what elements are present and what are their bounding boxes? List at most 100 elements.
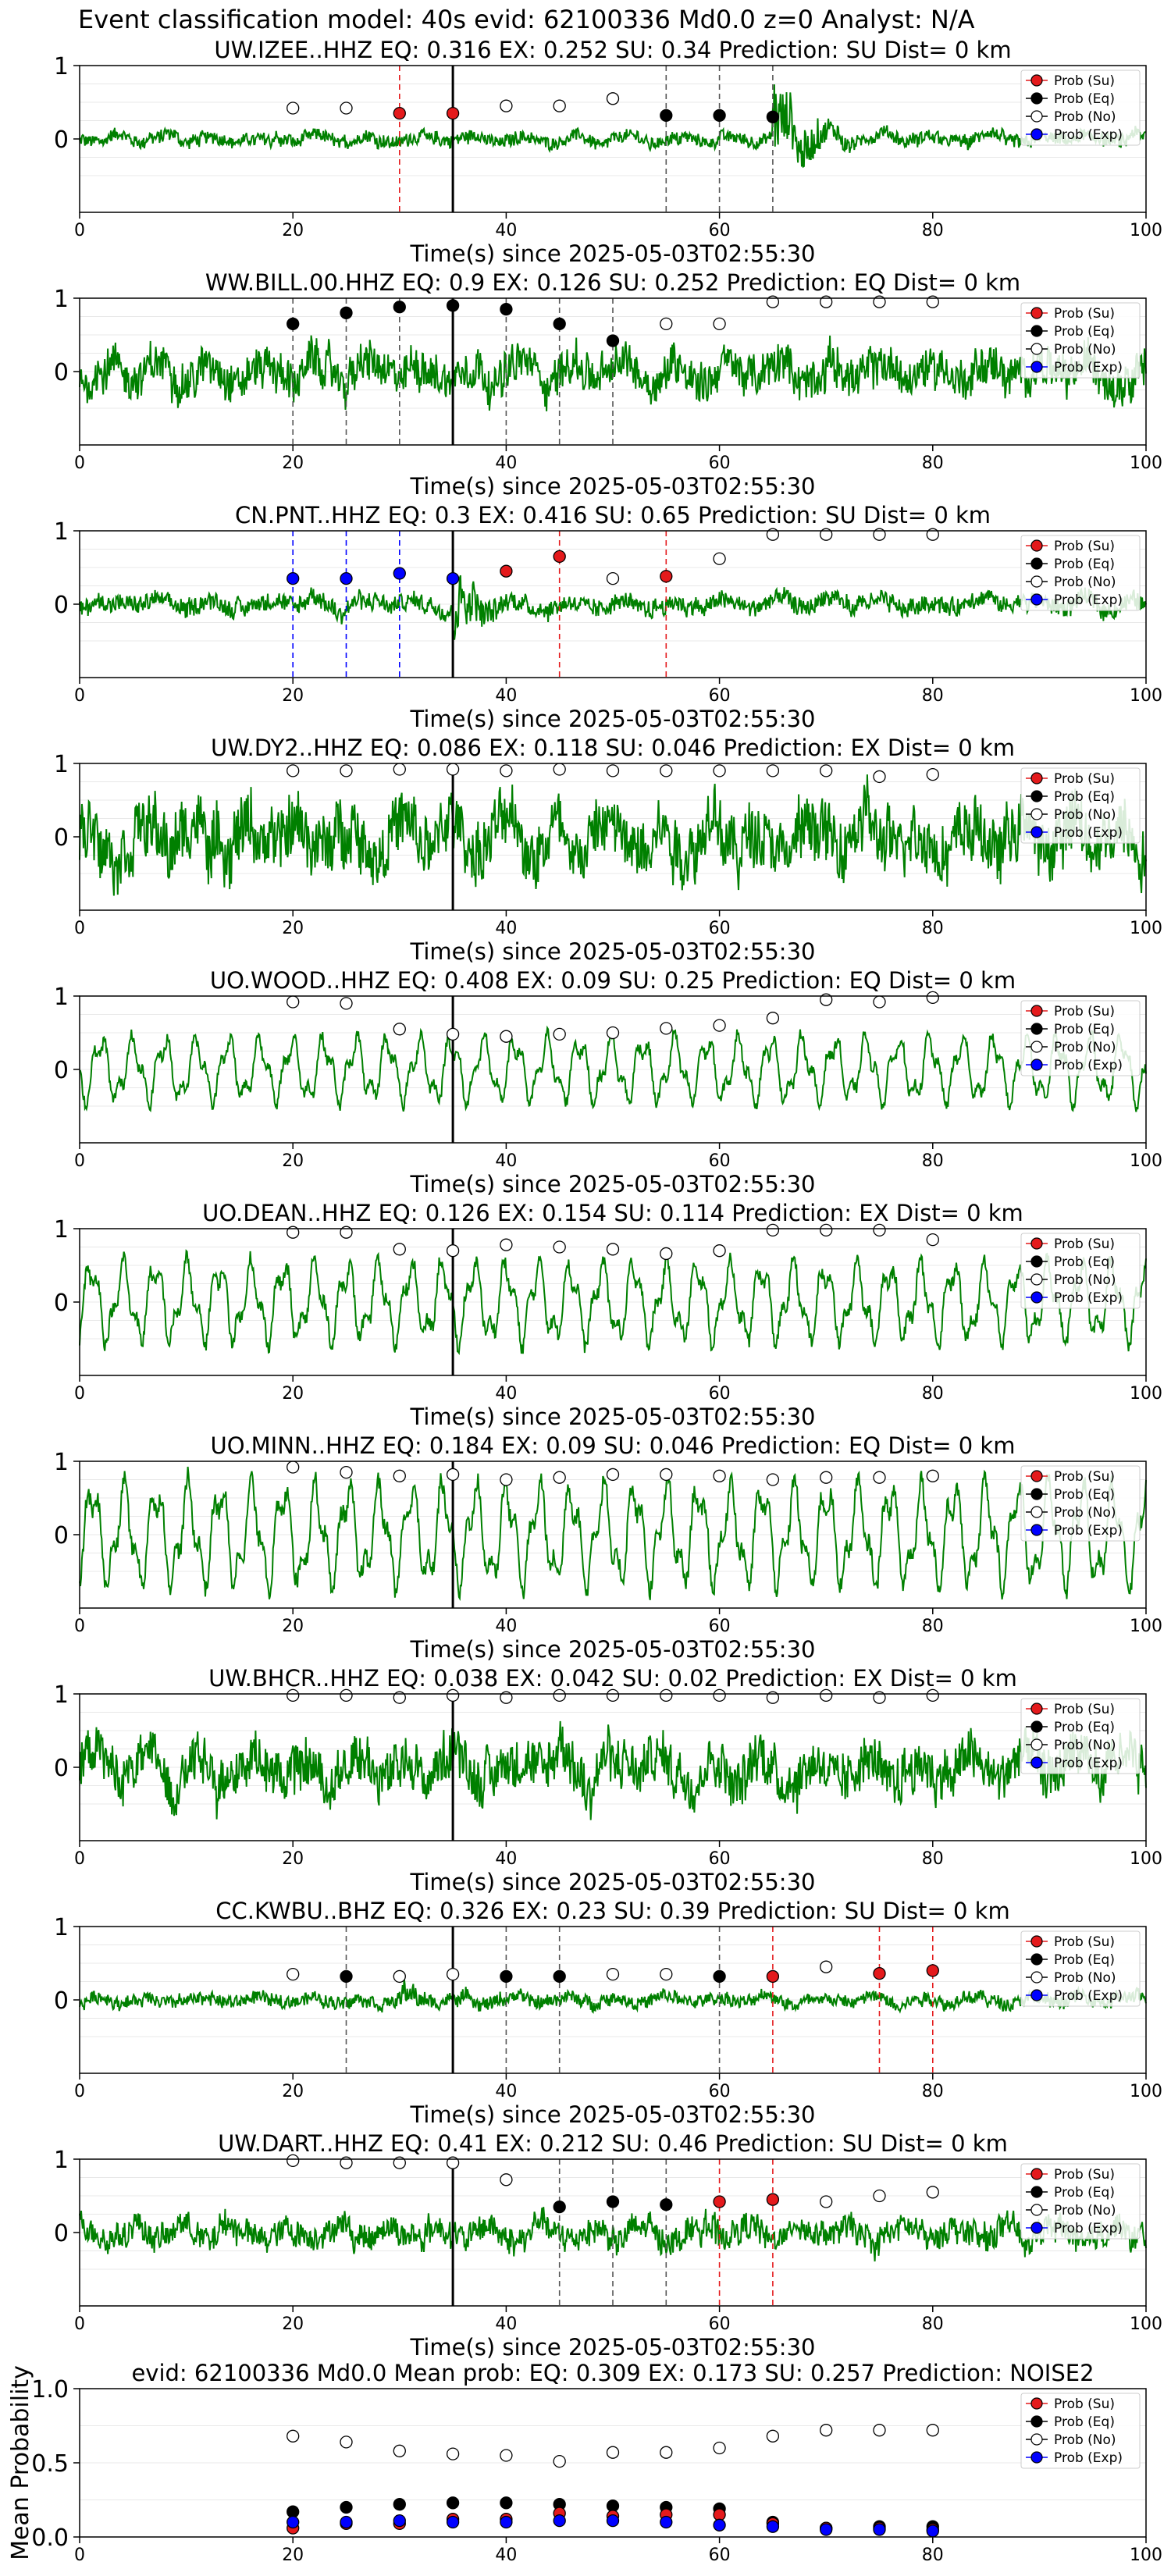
x-axis-label: Time(s) since 2025-05-03T02:55:30: [410, 1171, 816, 1197]
probability-marker: [553, 1969, 566, 1984]
probability-marker: [766, 1691, 780, 1704]
probability-marker: [340, 101, 353, 115]
mean-probability-marker: [500, 2496, 513, 2510]
legend-label: Prob (Eq): [1054, 1254, 1115, 1270]
probability-marker: [553, 2200, 566, 2214]
x-tick-label: 100: [1130, 1384, 1162, 1404]
legend-marker: [1030, 1273, 1043, 1286]
legend-label: Prob (No): [1054, 1738, 1116, 1753]
legend-marker: [1030, 1703, 1043, 1715]
x-tick-label: 0: [74, 1617, 85, 1636]
legend-label: Prob (No): [1054, 1272, 1116, 1288]
x-tick-label: 80: [922, 919, 944, 938]
probability-marker: [713, 1688, 726, 1703]
legend-marker: [1030, 1720, 1043, 1733]
x-tick-label: 40: [495, 1384, 517, 1404]
y-tick-label: 0: [54, 2220, 69, 2247]
x-tick-label: 60: [709, 2314, 731, 2334]
probability-marker: [873, 528, 886, 541]
legend-box: [1020, 69, 1141, 146]
legend-marker: [1030, 1255, 1043, 1268]
y-tick-label: 0.5: [31, 2450, 69, 2478]
probability-marker: [660, 1022, 673, 1035]
legend-label: Prob (Exp): [1054, 825, 1123, 841]
legend-label: Prob (No): [1054, 342, 1116, 358]
probability-marker: [820, 993, 833, 1006]
mean-probability-marker: [340, 2515, 353, 2529]
legend-label: Prob (Exp): [1054, 1756, 1123, 1771]
probability-marker: [553, 550, 566, 564]
probability-marker: [393, 106, 406, 120]
legend-label: Prob (Su): [1054, 1934, 1115, 1950]
y-tick-label: 0: [54, 1755, 69, 1782]
legend-label: Prob (Su): [1054, 1702, 1115, 1717]
x-axis-label: Time(s) since 2025-05-03T02:55:30: [410, 938, 816, 965]
probability-marker: [340, 1465, 353, 1479]
legend-marker: [1030, 1738, 1043, 1751]
legend-label: Prob (No): [1054, 1505, 1116, 1521]
mean-probability-marker: [766, 2520, 780, 2533]
waveform-trace: [79, 84, 1147, 169]
probability-marker: [287, 995, 300, 1009]
probability-marker: [553, 1240, 566, 1254]
legend-box: [1020, 1000, 1141, 1076]
waveform-panel: CC.KWBU..BHZ EQ: 0.326 EX: 0.23 SU: 0.39…: [54, 1898, 1162, 2128]
legend-marker: [1030, 1953, 1043, 1966]
probability-marker: [926, 1964, 939, 1977]
y-tick-label: 0: [54, 1057, 69, 1084]
probability-marker: [606, 1688, 620, 1703]
x-tick-label: 100: [1130, 2314, 1162, 2334]
legend-label: Prob (Su): [1054, 1469, 1115, 1485]
probability-marker: [500, 1473, 513, 1486]
panel-title: UO.MINN..HHZ EQ: 0.184 EX: 0.09 SU: 0.04…: [211, 1432, 1016, 1459]
probability-marker: [660, 1967, 673, 1981]
mean-probability-marker: [393, 2498, 406, 2511]
waveform-panel: UO.MINN..HHZ EQ: 0.184 EX: 0.09 SU: 0.04…: [54, 1432, 1162, 1663]
mean-probability-marker: [446, 2447, 460, 2460]
panel-legend: Prob (Su) Prob (Eq) Prob (No) Prob (Exp): [1020, 2163, 1141, 2240]
legend-label: Prob (Eq): [1054, 1487, 1115, 1503]
probability-marker: [500, 1238, 513, 1251]
figure-title: Event classification model: 40s evid: 62…: [78, 5, 975, 34]
legend-marker: [1030, 826, 1043, 838]
x-tick-label: 40: [495, 2082, 517, 2101]
x-axis-label: Time(s) since 2025-05-03T02:55:30: [410, 473, 816, 500]
probability-marker: [873, 295, 886, 308]
y-tick-label: 1: [54, 1914, 69, 1941]
x-tick-label: 0: [74, 1384, 85, 1404]
legend-label: Prob (Exp): [1054, 1523, 1123, 1539]
mean-probability-marker: [393, 2444, 406, 2457]
y-tick-label: 0: [54, 1522, 69, 1550]
y-tick-label: 1: [54, 984, 69, 1011]
legend-label: Prob (Eq): [1054, 789, 1115, 805]
x-tick-label: 20: [282, 1849, 304, 1869]
probability-marker: [660, 570, 673, 583]
mean-probability-marker: [446, 2515, 460, 2529]
legend-label: Prob (Su): [1054, 539, 1115, 554]
probability-marker: [766, 1012, 780, 1025]
mean-probability-panel: evid: 62100336 Md0.0 Mean prob: EQ: 0.30…: [7, 2360, 1162, 2565]
probability-marker: [713, 1469, 726, 1482]
legend-label: Prob (No): [1054, 1040, 1116, 1055]
probability-marker: [553, 99, 566, 112]
panel-legend: Prob (Su) Prob (Eq) Prob (No) Prob (Exp): [1020, 767, 1141, 844]
legend-label: Prob (Su): [1054, 771, 1115, 787]
legend-label: Prob (Su): [1054, 1004, 1115, 1019]
x-tick-label: 0: [74, 686, 85, 706]
x-tick-label: 20: [282, 1617, 304, 1636]
probability-marker: [393, 301, 406, 314]
x-tick-label: 80: [922, 1384, 944, 1404]
probability-marker: [553, 763, 566, 776]
x-tick-label: 100: [1130, 1151, 1162, 1171]
probability-marker: [713, 109, 726, 123]
probability-marker: [926, 1233, 939, 1247]
waveform-panel: CN.PNT..HHZ EQ: 0.3 EX: 0.416 SU: 0.65 P…: [54, 502, 1162, 732]
legend-marker: [1030, 2397, 1043, 2410]
mean-probability-marker: [446, 2496, 460, 2510]
probability-marker: [340, 306, 353, 319]
legend-marker: [1030, 1059, 1043, 1071]
probability-marker: [820, 528, 833, 541]
probability-marker: [606, 571, 620, 585]
